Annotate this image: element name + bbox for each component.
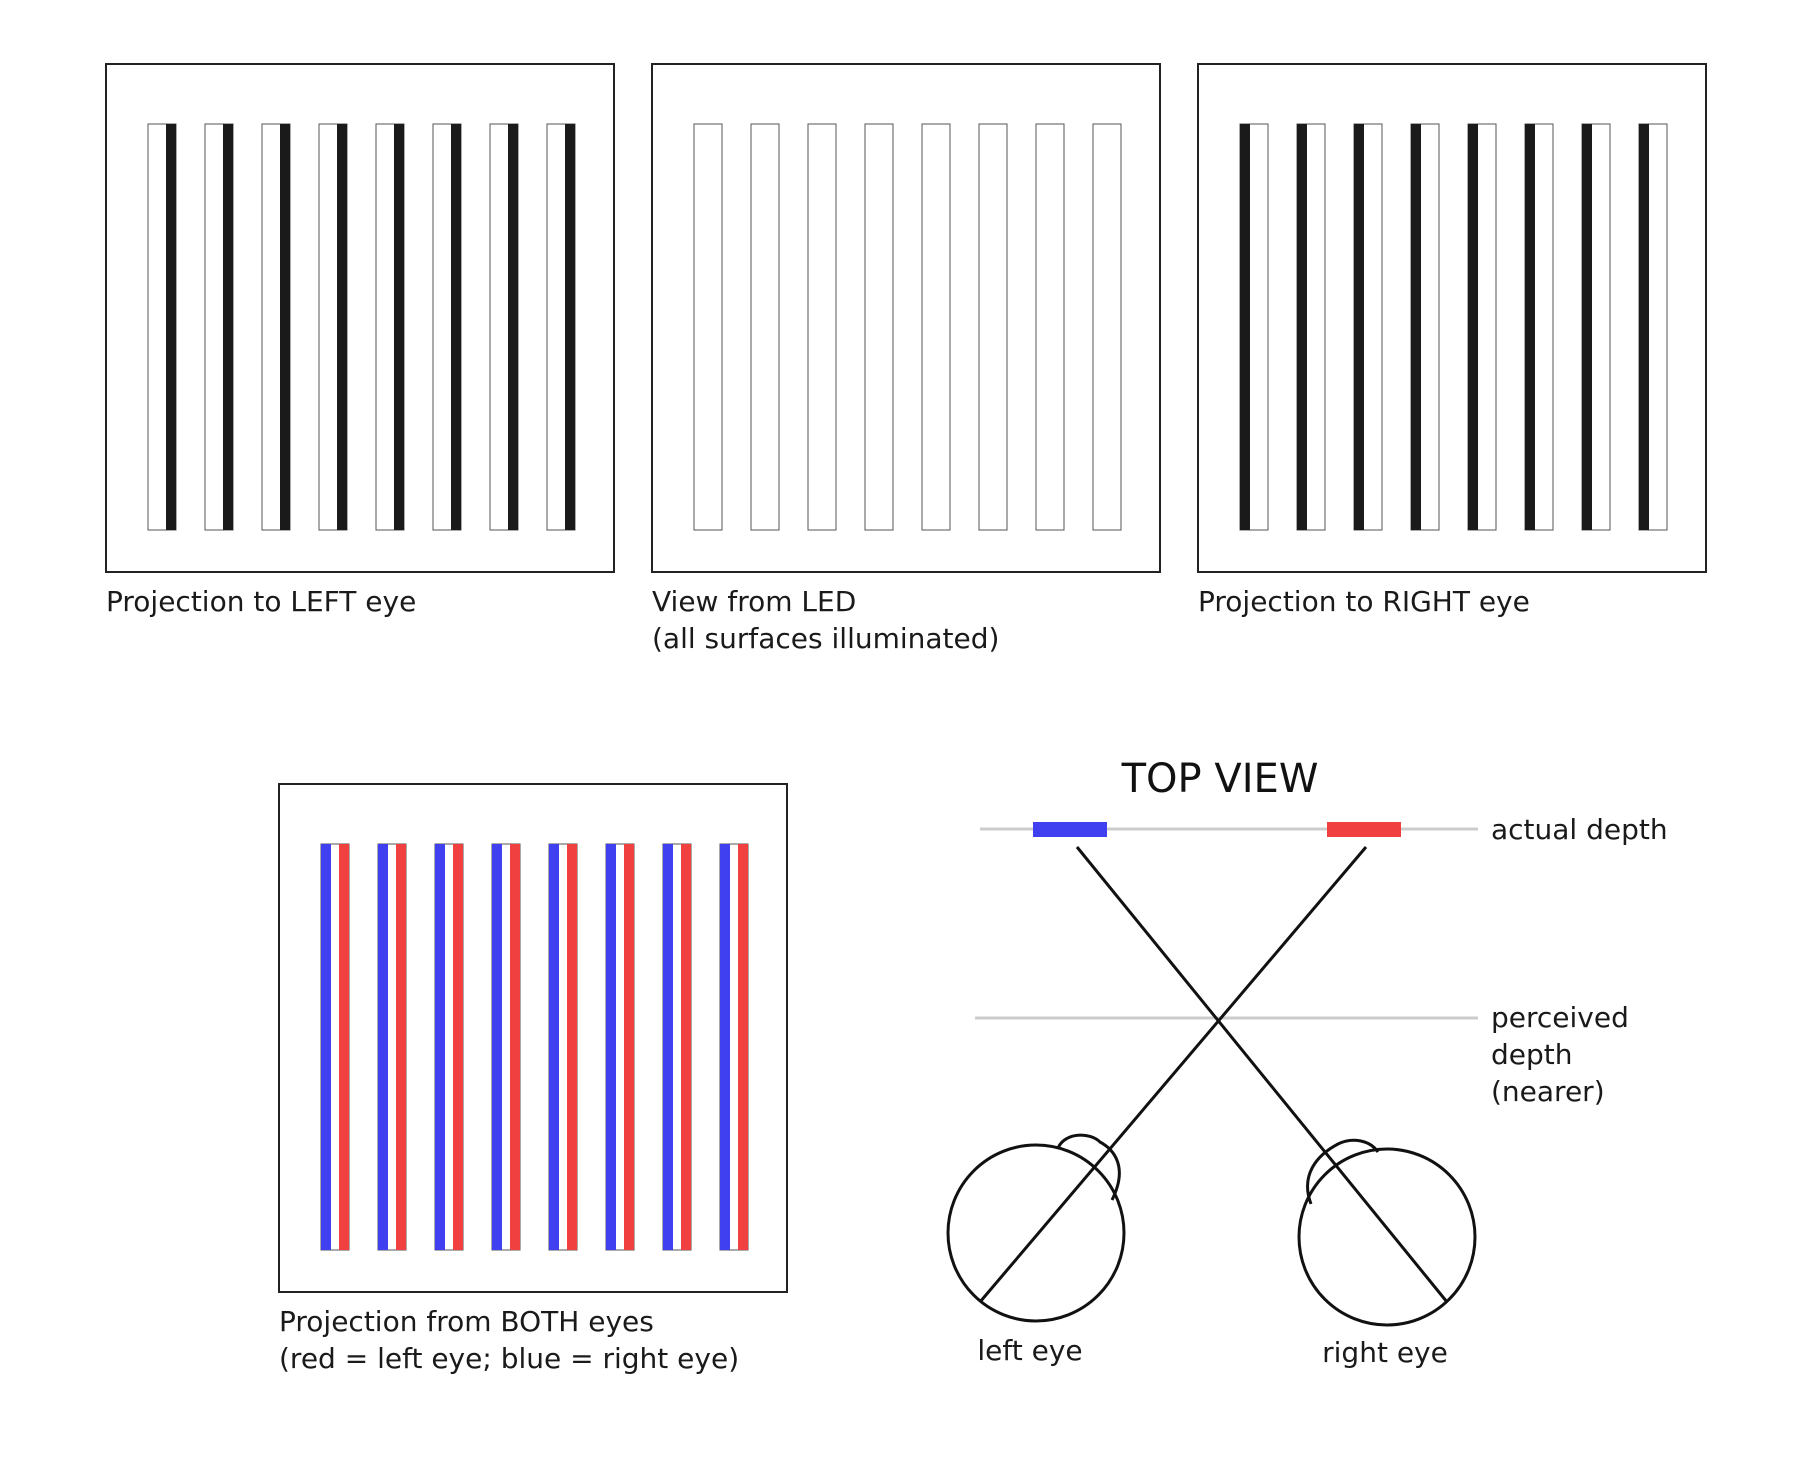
strip bbox=[807, 123, 837, 531]
panel-frame bbox=[651, 63, 1161, 573]
left-eye-icon bbox=[946, 1133, 1126, 1323]
strip bbox=[719, 843, 749, 1251]
strip bbox=[1092, 123, 1122, 531]
right-eye-icon bbox=[1297, 1138, 1477, 1327]
strip bbox=[432, 123, 462, 531]
strip bbox=[147, 123, 177, 531]
strip bbox=[546, 123, 576, 531]
strip-group bbox=[1239, 123, 1668, 531]
strip bbox=[921, 123, 951, 531]
actual-depth-label: actual depth bbox=[1491, 813, 1668, 846]
left-eye-label: left eye bbox=[977, 1334, 1082, 1367]
strip bbox=[1296, 123, 1326, 531]
strip bbox=[1638, 123, 1668, 531]
panel-caption: View from LED bbox=[652, 585, 856, 618]
strip bbox=[605, 843, 635, 1251]
strip-group bbox=[147, 123, 576, 531]
strip bbox=[978, 123, 1008, 531]
blue-surface-bar bbox=[1033, 822, 1107, 837]
strip bbox=[1467, 123, 1497, 531]
strip bbox=[320, 843, 350, 1251]
panel-both-eyes-projection: Projection from BOTH eyes (red = left ey… bbox=[278, 783, 788, 1375]
strip bbox=[318, 123, 348, 531]
right-eye-label: right eye bbox=[1322, 1336, 1448, 1369]
panel-caption: Projection to RIGHT eye bbox=[1198, 585, 1530, 618]
panel-led-view: View from LED (all surfaces illuminated) bbox=[651, 63, 1161, 655]
strip bbox=[548, 843, 578, 1251]
right-eye-sight-line bbox=[1075, 846, 1449, 1303]
left-eye-sight-line bbox=[978, 846, 1368, 1303]
panel-frame bbox=[278, 783, 788, 1293]
strip bbox=[1035, 123, 1065, 531]
panel-caption: Projection to LEFT eye bbox=[106, 585, 416, 618]
panel-caption: Projection from BOTH eyes bbox=[279, 1305, 654, 1338]
strip bbox=[377, 843, 407, 1251]
top-view-diagram: TOP VIEW actual depth perceived depth (n… bbox=[946, 756, 1668, 1369]
strip bbox=[750, 123, 780, 531]
top-view-title: TOP VIEW bbox=[1121, 756, 1319, 802]
strip bbox=[1239, 123, 1269, 531]
perceived-depth-label-line-2: depth bbox=[1491, 1038, 1573, 1071]
panel-frame bbox=[1197, 63, 1707, 573]
panel-left-eye-projection: Projection to LEFT eye bbox=[105, 63, 615, 618]
panel-caption-line-2: (red = left eye; blue = right eye) bbox=[279, 1342, 739, 1375]
strip bbox=[693, 123, 723, 531]
red-surface-bar bbox=[1327, 822, 1401, 837]
perceived-depth-label-line-3: (nearer) bbox=[1491, 1075, 1605, 1108]
strip bbox=[204, 123, 234, 531]
strip bbox=[434, 843, 464, 1251]
strip bbox=[375, 123, 405, 531]
strip bbox=[1581, 123, 1611, 531]
panel-caption-line-2: (all surfaces illuminated) bbox=[652, 622, 999, 655]
strip bbox=[1410, 123, 1440, 531]
strip bbox=[491, 843, 521, 1251]
strip bbox=[662, 843, 692, 1251]
strip bbox=[864, 123, 894, 531]
strip-group bbox=[693, 123, 1122, 531]
strip bbox=[1524, 123, 1554, 531]
perceived-depth-label-line-1: perceived bbox=[1491, 1001, 1629, 1034]
strip bbox=[261, 123, 291, 531]
strip bbox=[1353, 123, 1383, 531]
strip-group bbox=[320, 843, 749, 1251]
panel-right-eye-projection: Projection to RIGHT eye bbox=[1197, 63, 1707, 618]
panel-frame bbox=[105, 63, 615, 573]
strip bbox=[489, 123, 519, 531]
